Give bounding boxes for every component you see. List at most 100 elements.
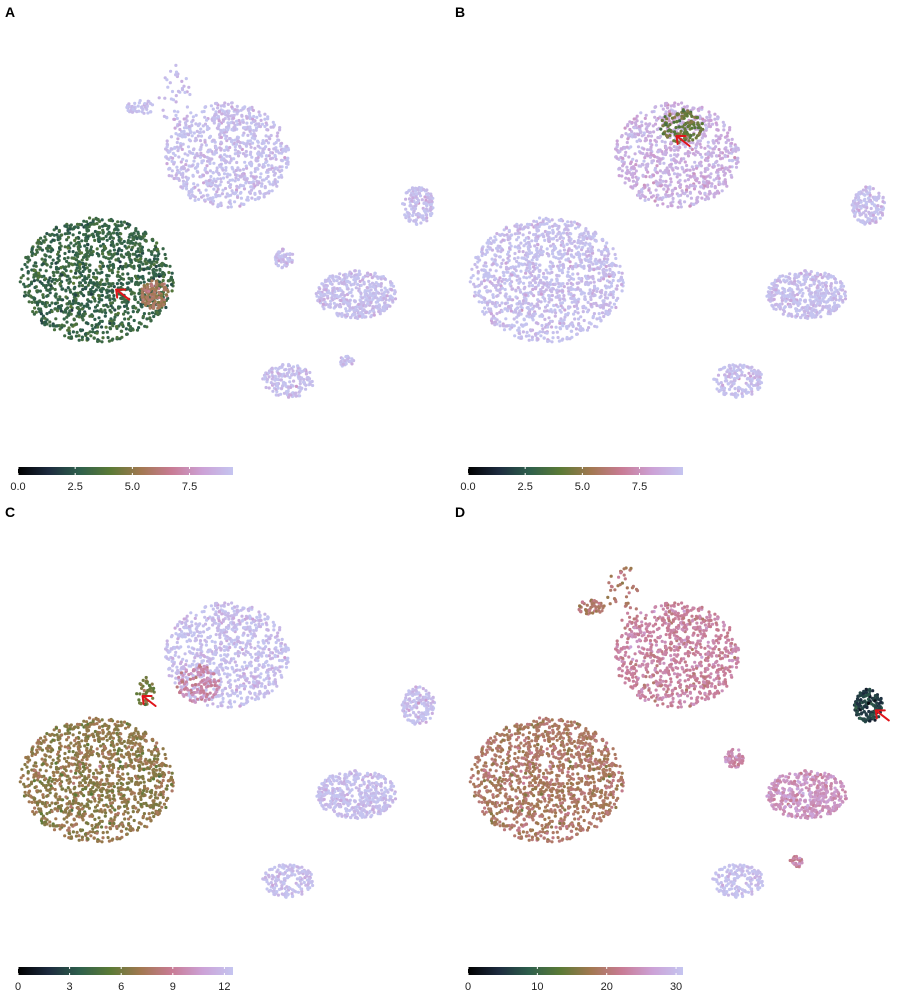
cell-point: [230, 101, 234, 105]
cell-point: [524, 271, 528, 275]
cell-point: [35, 289, 39, 293]
cell-point: [537, 306, 542, 310]
cell-point: [559, 256, 563, 260]
cell-point: [81, 278, 85, 282]
cell-point: [58, 327, 62, 331]
cell-point: [34, 261, 38, 265]
cell-point: [263, 124, 267, 129]
cell-point: [555, 238, 559, 242]
cell-point: [240, 172, 244, 176]
cell-point: [144, 257, 148, 261]
cell-point: [283, 374, 287, 378]
cell-point: [127, 235, 131, 239]
cell-point: [284, 149, 288, 153]
cell-point: [579, 232, 584, 236]
cell-point: [274, 393, 278, 397]
cell-point: [614, 305, 618, 310]
cell-point: [282, 254, 287, 258]
cell-point: [32, 296, 36, 300]
cell-point: [524, 297, 528, 301]
cell-point: [77, 312, 82, 316]
cell-point: [20, 267, 24, 271]
cell-point: [255, 159, 259, 163]
cell-point: [369, 288, 373, 292]
cell-point: [114, 224, 119, 228]
cell-point: [405, 190, 409, 195]
cell-point: [198, 191, 203, 195]
cell-point: [547, 235, 551, 239]
cell-point: [170, 282, 174, 287]
cell-point: [187, 189, 191, 194]
cell-point: [157, 290, 161, 295]
cell-point: [538, 249, 542, 253]
cell-point: [98, 280, 102, 285]
cell-point: [558, 326, 562, 330]
cell-point: [116, 249, 120, 253]
cell-point: [341, 278, 345, 282]
cell-point: [164, 256, 168, 261]
cell-point: [377, 291, 381, 295]
cell-point: [562, 285, 566, 289]
cell-point: [498, 291, 502, 295]
cell-point: [146, 266, 150, 270]
cell-point: [104, 311, 108, 315]
cell-point: [714, 134, 718, 138]
cell-point: [54, 261, 58, 265]
cell-point: [498, 320, 502, 324]
cell-point: [353, 309, 357, 313]
cell-point: [151, 268, 155, 272]
cell-point: [547, 239, 551, 244]
cell-point: [575, 332, 579, 336]
cell-point: [93, 305, 98, 309]
cell-point: [152, 257, 157, 261]
cell-point: [206, 150, 210, 154]
cell-point: [228, 154, 232, 158]
cell-point: [80, 316, 84, 320]
cell-point: [108, 308, 112, 312]
cell-point: [204, 188, 208, 192]
cell-point: [211, 196, 215, 200]
cell-point: [184, 159, 189, 163]
cell-point: [655, 118, 659, 122]
cell-point: [141, 236, 145, 240]
cell-point: [101, 331, 105, 335]
cell-point: [31, 310, 35, 314]
cell-point: [571, 277, 576, 281]
cell-point: [383, 304, 388, 308]
cell-point: [368, 296, 372, 300]
cell-point: [365, 286, 369, 290]
cell-point: [127, 245, 131, 249]
cell-point: [404, 197, 408, 201]
cell-point: [30, 300, 34, 304]
cell-point: [184, 77, 188, 81]
cell-point: [528, 275, 532, 279]
cell-point: [603, 254, 607, 258]
cell-point: [482, 279, 486, 283]
cell-point: [179, 185, 183, 189]
cell-point: [195, 152, 199, 156]
cell-point: [521, 250, 525, 254]
cell-point: [592, 312, 597, 316]
cell-point: [515, 238, 519, 242]
cell-point: [531, 278, 535, 282]
cell-point: [531, 261, 535, 266]
cell-point: [252, 175, 256, 179]
cell-point: [44, 277, 48, 281]
cell-point: [78, 281, 82, 285]
cell-point: [527, 284, 531, 288]
cell-point: [188, 194, 192, 198]
cell-point: [115, 231, 119, 235]
cell-point: [91, 327, 95, 331]
cell-point: [501, 248, 505, 252]
cell-point: [555, 278, 559, 282]
cell-point: [333, 293, 337, 297]
cell-point: [120, 223, 124, 227]
cell-point: [506, 298, 510, 302]
cell-point: [218, 133, 222, 137]
cell-point: [224, 168, 228, 172]
cell-point: [97, 235, 101, 239]
cell-point: [578, 263, 582, 267]
cell-point: [233, 200, 237, 204]
cell-point: [263, 186, 267, 190]
cell-point: [615, 287, 619, 291]
